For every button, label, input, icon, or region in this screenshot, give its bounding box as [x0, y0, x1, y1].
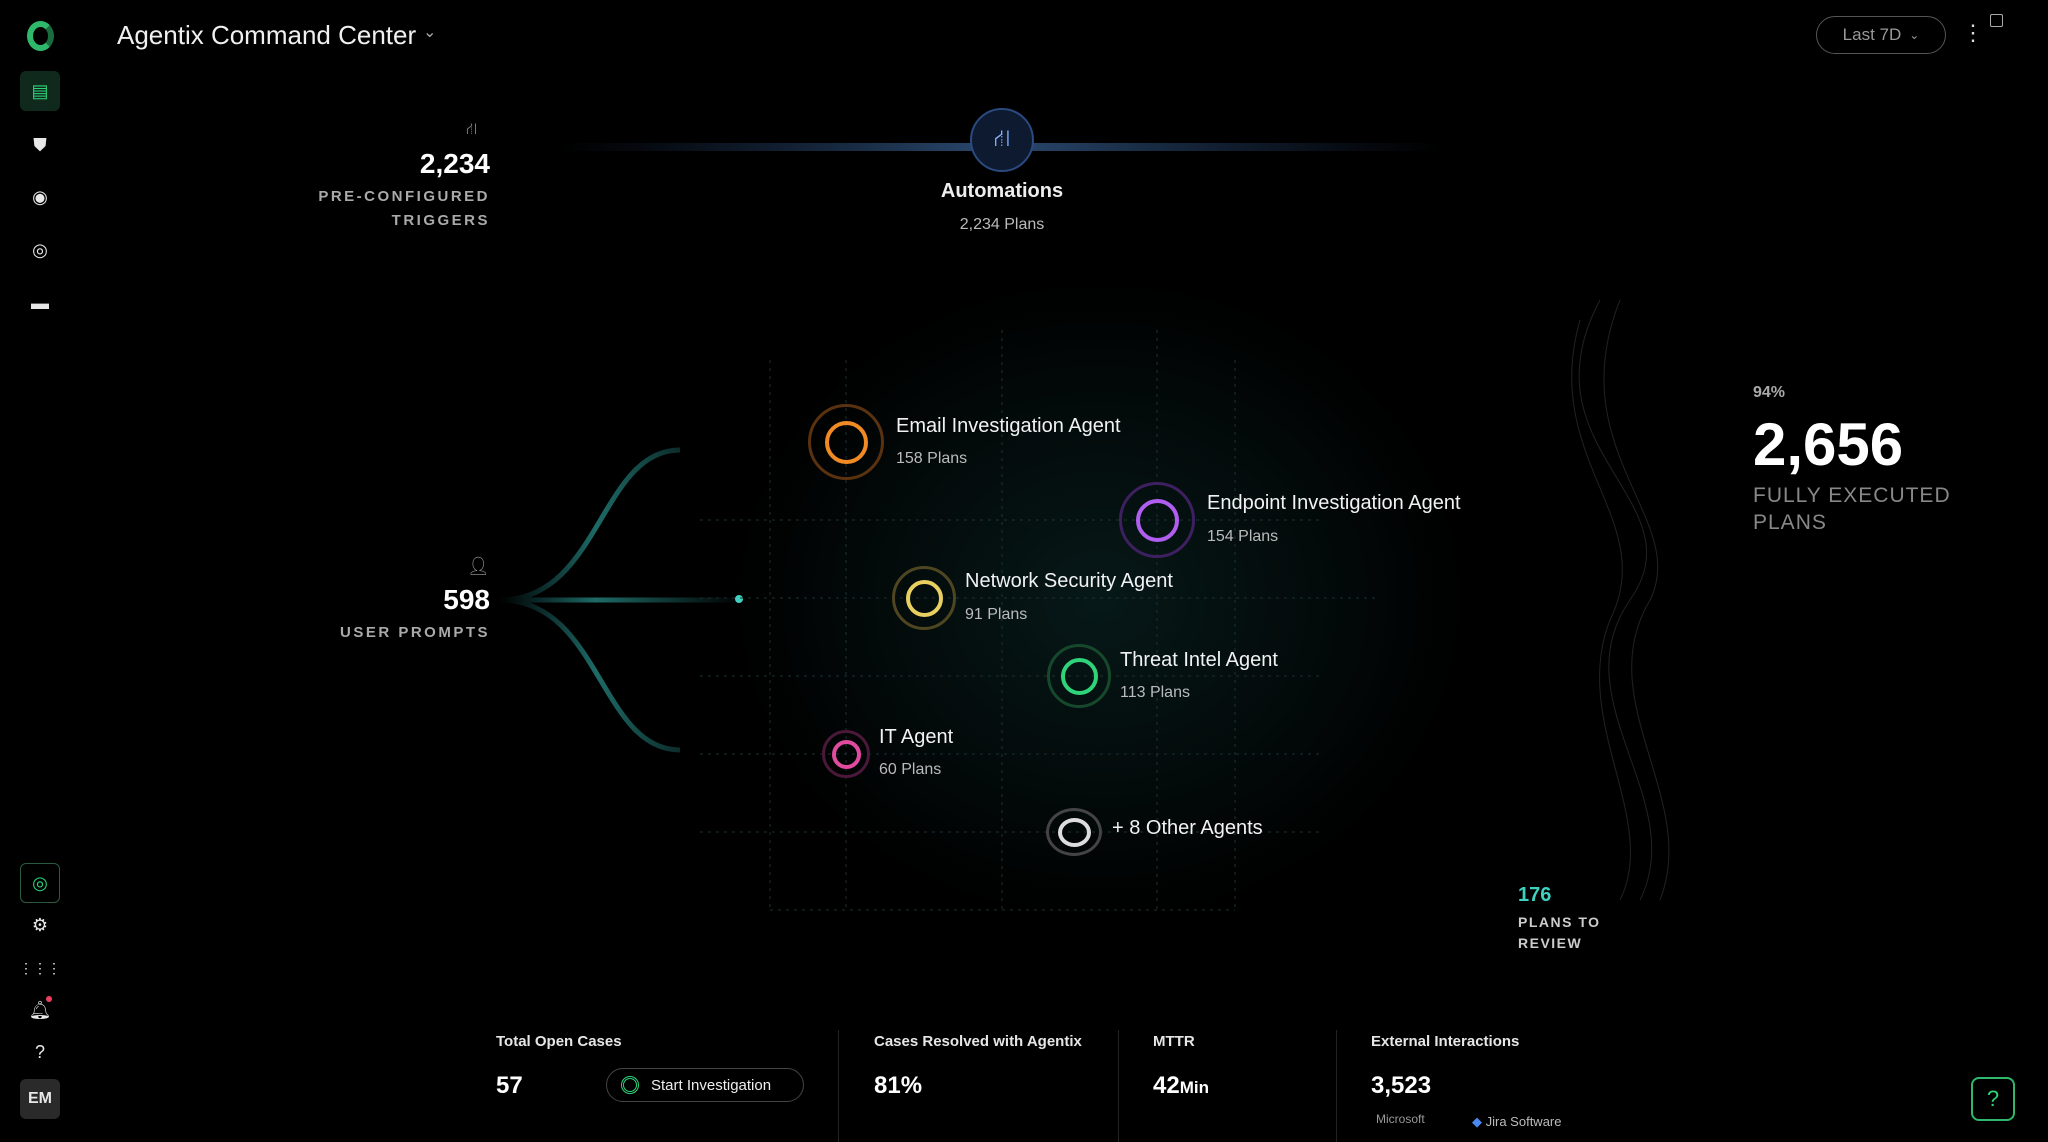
threat-intel-agent-icon[interactable]	[1047, 644, 1111, 708]
hierarchy-icon: ⛙	[466, 121, 478, 138]
divider	[1118, 1030, 1119, 1142]
mttr-value: 42Min	[1153, 1072, 1209, 1100]
mttr-unit: Min	[1179, 1078, 1209, 1097]
logo[interactable]	[27, 21, 54, 51]
triggers-value: 2,234	[419, 148, 490, 179]
agent-name[interactable]: Threat Intel Agent	[1120, 649, 1278, 671]
resolved-value: 81%	[874, 1072, 923, 1099]
divider	[1336, 1030, 1337, 1142]
automations-node[interactable]: ⛙	[970, 108, 1034, 172]
more-options-icon[interactable]: ⋮	[1962, 20, 1984, 45]
user-icon: 👤︎	[467, 556, 490, 576]
prompt-dot	[735, 595, 743, 603]
agent-name[interactable]: Network Security Agent	[965, 570, 1173, 592]
target-icon[interactable]: ◎	[32, 239, 48, 260]
prompts-label: USER PROMPTS	[339, 624, 490, 641]
title-chevron-down-icon[interactable]: ⌄	[423, 24, 437, 41]
start-investigation-button[interactable]: Start Investigation	[606, 1068, 804, 1102]
agent-plans: 60 Plans	[879, 761, 942, 778]
triggers-label-1: PRE-CONFIGURED	[318, 188, 490, 205]
email-agent-icon[interactable]	[808, 404, 884, 480]
jira-icon: ◆	[1472, 1114, 1482, 1129]
divider	[838, 1030, 839, 1142]
eye-icon[interactable]: ◉	[32, 186, 48, 207]
review-label-1: PLANS TO	[1518, 914, 1601, 930]
microsoft-logo: Microsoft	[1376, 1112, 1425, 1126]
time-range-value: Last 7D	[1842, 25, 1902, 44]
review-label-2: REVIEW	[1518, 935, 1583, 951]
bell-icon[interactable]: 🔔︎	[28, 999, 52, 1020]
notification-dot	[46, 996, 52, 1002]
open-cases-label: Total Open Cases	[496, 1033, 622, 1050]
jira-logo: ◆ Jira Software	[1472, 1114, 1562, 1130]
agent-plans: 158 Plans	[896, 450, 968, 467]
avatar[interactable]: EM	[20, 1079, 60, 1119]
agentix-ring-icon	[621, 1076, 639, 1094]
chevron-down-icon: ⌄	[1909, 28, 1920, 42]
page-title: Agentix Command Center	[117, 20, 417, 50]
network-agent-icon[interactable]	[892, 566, 956, 630]
agent-plans: 154 Plans	[1207, 528, 1279, 545]
executed-label-2: PLANS	[1753, 511, 1827, 534]
triggers-label-2: TRIGGERS	[391, 212, 490, 229]
dashboard-icon[interactable]: ▤	[20, 71, 60, 111]
shield-alert-icon[interactable]: ⛊	[33, 134, 47, 155]
mttr-number: 42	[1153, 1072, 1180, 1099]
popout-icon[interactable]	[1990, 14, 2003, 27]
resolved-label: Cases Resolved with Agentix	[874, 1033, 1082, 1050]
external-label: External Interactions	[1371, 1033, 1520, 1050]
executed-label-1: FULLY EXECUTED	[1753, 484, 1951, 507]
grid-icon[interactable]: ⋮⋮⋮	[19, 959, 61, 976]
mttr-label: MTTR	[1153, 1033, 1195, 1050]
agent-name[interactable]: Endpoint Investigation Agent	[1207, 492, 1461, 514]
agent-plans: 113 Plans	[1120, 684, 1190, 701]
it-agent-icon[interactable]	[822, 730, 870, 778]
gear-icon[interactable]: ⚙	[31, 914, 49, 935]
agent-plans: 91 Plans	[965, 606, 1028, 623]
button-label: Start Investigation	[651, 1076, 772, 1094]
grid-lines	[700, 330, 1380, 911]
agent-name[interactable]: IT Agent	[879, 726, 954, 748]
other-agents-link[interactable]: + 8 Other Agents	[1112, 817, 1263, 839]
other-agents-icon[interactable]	[1046, 808, 1102, 856]
prompts-value: 598	[443, 584, 490, 615]
prompt-lines	[499, 447, 740, 753]
jira-label: Jira Software	[1485, 1114, 1562, 1129]
automations-title: Automations	[940, 180, 1064, 202]
agentix-icon[interactable]: ◎	[20, 863, 60, 903]
help-chat-button[interactable]: ?	[1971, 1077, 2015, 1121]
executed-percent: 94%	[1753, 384, 1786, 401]
store-icon[interactable]: ▬	[31, 292, 49, 313]
open-cases-value: 57	[496, 1072, 523, 1099]
executed-value: 2,656	[1753, 411, 1904, 478]
external-value: 3,523	[1371, 1072, 1432, 1099]
endpoint-agent-icon[interactable]	[1119, 482, 1195, 558]
agent-name[interactable]: Email Investigation Agent	[896, 415, 1121, 437]
help-icon[interactable]: ?	[34, 1041, 45, 1062]
review-value[interactable]: 176	[1518, 884, 1552, 906]
automations-plans: 2,234 Plans	[959, 216, 1045, 233]
wave-visual	[1571, 299, 1670, 901]
time-range-select[interactable]: Last 7D ⌄	[1816, 16, 1946, 54]
